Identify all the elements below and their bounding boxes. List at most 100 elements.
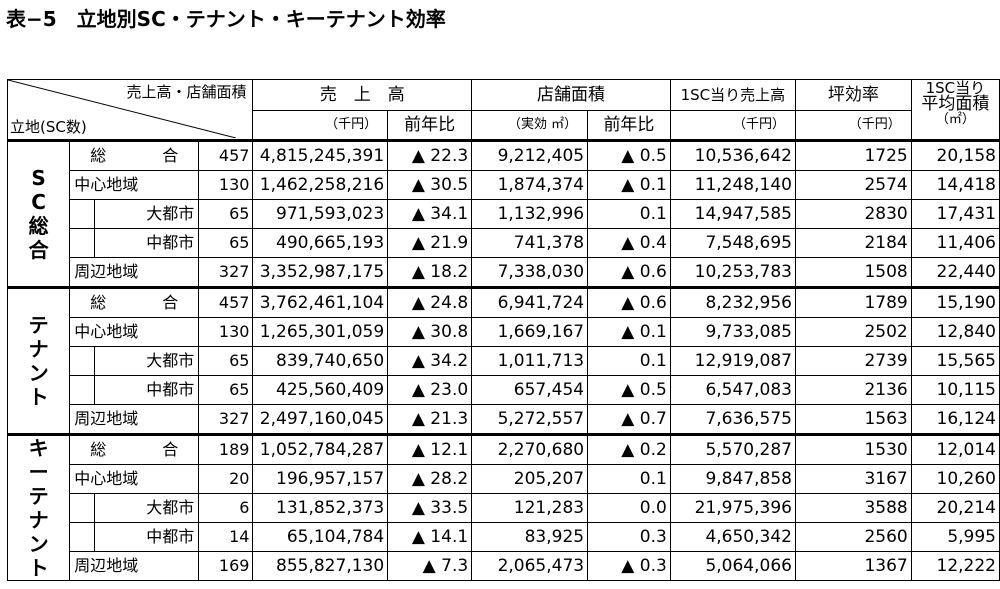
cell-area-per-sc: 11,406: [910, 228, 1000, 258]
cell-area-yoy: ▲ 0.6: [587, 286, 671, 318]
table-row: 中心地域 130 1,462,258,216 ▲ 30.5 1,874,374 ▲ 0.1…: [8, 170, 1000, 200]
cell-area-per-sc: 12,840: [910, 317, 1000, 347]
cell-area-per-sc: 5,995: [910, 522, 1000, 552]
cell-area-yoy: ▲ 0.1: [587, 170, 671, 200]
cell-sales-yoy: ▲ 18.2: [387, 257, 473, 288]
cell-tsubo: 3167: [794, 464, 912, 494]
cell-area: 1,874,374: [471, 170, 589, 200]
cell-sales: 1,462,258,216: [252, 170, 389, 200]
cell-area-per-sc: 12,222: [910, 551, 1000, 581]
cell-area-yoy: 0.3: [587, 522, 671, 552]
cell-sales-per-sc: 9,847,858: [669, 464, 796, 494]
cell-sales-per-sc: 11,248,140: [669, 170, 796, 200]
cell-count: 130: [198, 170, 254, 200]
cell-sales-per-sc: 5,064,066: [669, 551, 796, 581]
cell-area-per-sc: 20,214: [910, 493, 1000, 523]
cell-area-yoy: ▲ 0.5: [587, 375, 671, 405]
table-row: 中都市 14 65,104,784 ▲ 14.1 83,925 0.3 4,650,342 2…: [8, 522, 1000, 552]
cell-tsubo: 1789: [794, 286, 912, 318]
cell-count: 169: [198, 551, 254, 581]
cell-tsubo: 2830: [794, 199, 912, 229]
row-label: 総 合: [69, 286, 200, 318]
cell-area-per-sc: 15,190: [910, 286, 1000, 318]
group-label: SC総合: [6, 139, 71, 288]
cell-sales-yoy: ▲ 30.5: [387, 170, 473, 200]
row-label: 中都市: [94, 375, 200, 405]
cell-count: 65: [198, 346, 254, 376]
cell-sales-per-sc: 14,947,585: [669, 199, 796, 229]
cell-area: 2,065,473: [471, 551, 589, 581]
table-row: 周辺地域 327 2,497,160,045 ▲ 21.3 5,272,557 ▲ 0.7…: [8, 404, 1000, 435]
corner-bottom-label: 立地(SC数): [10, 118, 87, 136]
indent-cell: [69, 199, 96, 229]
row-label: 大都市: [94, 346, 200, 376]
efficiency-table: 売上高・店舗面積 立地(SC数) 売 上 高 店舗面積 1SC当り売上高 坪効率…: [6, 79, 1000, 581]
row-label: 大都市: [94, 493, 200, 523]
cell-sales-yoy: ▲ 34.2: [387, 346, 473, 376]
cell-sales: 4,815,245,391: [252, 139, 389, 171]
cell-count: 327: [198, 404, 254, 435]
cell-area-yoy: 0.1: [587, 464, 671, 494]
header-sales-per-sc: 1SC当り売上高: [669, 79, 796, 111]
cell-tsubo: 2560: [794, 522, 912, 552]
group-label-text: テナント: [28, 313, 49, 409]
indent-cell: [69, 346, 96, 376]
row-label: 周辺地域: [69, 257, 200, 288]
row-label: 総 合: [69, 433, 200, 465]
table-row: 中都市 65 425,560,409 ▲ 23.0 657,454 ▲ 0.5 6,547,…: [8, 375, 1000, 405]
header-sales-yoy: 前年比: [387, 110, 473, 141]
cell-count: 457: [198, 139, 254, 171]
cell-count: 6: [198, 493, 254, 523]
cell-area-per-sc: 10,115: [910, 375, 1000, 405]
cell-area-yoy: 0.1: [587, 346, 671, 376]
cell-sales: 1,265,301,059: [252, 317, 389, 347]
cell-sales: 1,052,784,287: [252, 433, 389, 465]
cell-count: 189: [198, 433, 254, 465]
table-row: 中心地域 20 196,957,157 ▲ 28.2 205,207 0.1 9,847,8…: [8, 464, 1000, 494]
cell-area: 2,270,680: [471, 433, 589, 465]
cell-sales: 490,665,193: [252, 228, 389, 258]
cell-sales-yoy: ▲ 34.1: [387, 199, 473, 229]
row-label: 中都市: [94, 522, 200, 552]
cell-area-per-sc: 20,158: [910, 139, 1000, 171]
header-tsubo-unit: （千円）: [794, 110, 912, 141]
header-area-per-sc: 1SC当り 平均面積 （㎡）: [910, 79, 1000, 141]
cell-tsubo: 1508: [794, 257, 912, 288]
cell-sales-per-sc: 5,570,287: [669, 433, 796, 465]
cell-sales-yoy: ▲ 22.3: [387, 139, 473, 171]
cell-sales: 65,104,784: [252, 522, 389, 552]
cell-count: 130: [198, 317, 254, 347]
cell-area: 9,212,405: [471, 139, 589, 171]
cell-tsubo: 3588: [794, 493, 912, 523]
cell-sales: 839,740,650: [252, 346, 389, 376]
cell-tsubo: 2136: [794, 375, 912, 405]
cell-tsubo: 2574: [794, 170, 912, 200]
cell-sales-yoy: ▲ 7.3: [387, 551, 473, 581]
row-label: 中心地域: [69, 464, 200, 494]
cell-sales: 971,593,023: [252, 199, 389, 229]
cell-sales-per-sc: 4,650,342: [669, 522, 796, 552]
cell-area-per-sc: 22,440: [910, 257, 1000, 288]
cell-sales-yoy: ▲ 21.3: [387, 404, 473, 435]
cell-area-yoy: ▲ 0.2: [587, 433, 671, 465]
cell-sales-yoy: ▲ 12.1: [387, 433, 473, 465]
cell-tsubo: 2502: [794, 317, 912, 347]
cell-sales-per-sc: 7,636,575: [669, 404, 796, 435]
row-label: 総 合: [69, 139, 200, 171]
table-row: 大都市 6 131,852,373 ▲ 33.5 121,283 0.0 21,975,39…: [8, 493, 1000, 523]
indent-cell: [69, 375, 96, 405]
cell-sales: 425,560,409: [252, 375, 389, 405]
cell-sales-yoy: ▲ 33.5: [387, 493, 473, 523]
cell-tsubo: 1530: [794, 433, 912, 465]
corner-top-label: 売上高・店舗面積: [126, 83, 247, 101]
cell-area-yoy: ▲ 0.3: [587, 551, 671, 581]
cell-count: 65: [198, 228, 254, 258]
cell-tsubo: 1367: [794, 551, 912, 581]
header-tsubo: 坪効率: [794, 79, 912, 111]
header-area-per-sc-line3: （㎡）: [935, 112, 975, 127]
cell-area-per-sc: 17,431: [910, 199, 1000, 229]
cell-count: 65: [198, 199, 254, 229]
table-row: 中心地域 130 1,265,301,059 ▲ 30.8 1,669,167 ▲ 0.1…: [8, 317, 1000, 347]
header-sales: 売 上 高: [252, 79, 473, 111]
header-area-unit: （実効 ㎡）: [471, 110, 589, 141]
